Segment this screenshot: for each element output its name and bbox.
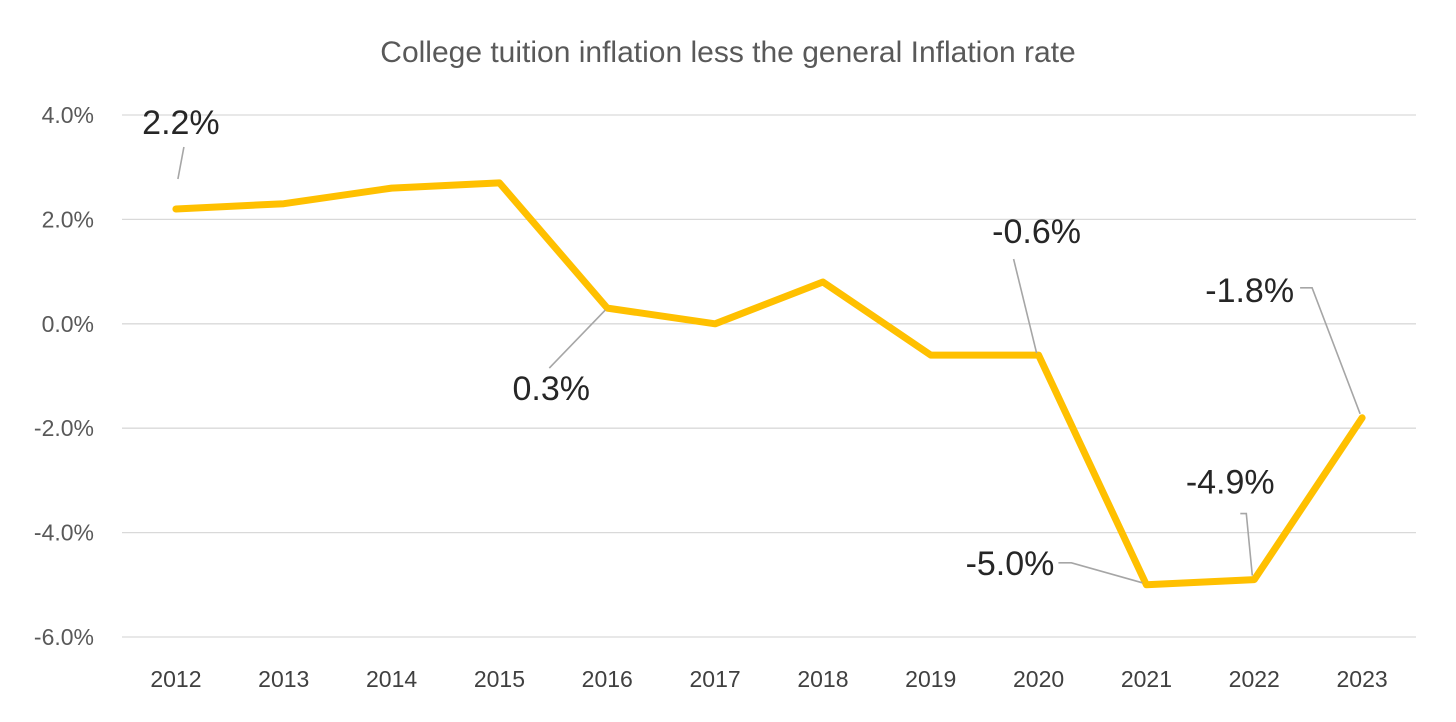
y-axis-ticks: 4.0% 2.0% 0.0% -2.0% -4.0% -6.0% — [34, 102, 94, 650]
y-tick-label: -4.0% — [34, 520, 94, 546]
data-labels: 2.2% 0.3% -0.6% -5.0% -4.9% -1.8% — [142, 104, 1361, 584]
data-label: -1.8% — [1205, 272, 1294, 310]
data-label: -4.9% — [1186, 464, 1275, 502]
x-tick-label: 2020 — [1013, 666, 1064, 692]
y-tick-label: 2.0% — [42, 206, 94, 232]
chart-title: College tuition inflation less the gener… — [380, 36, 1075, 69]
x-tick-label: 2015 — [474, 666, 525, 692]
y-tick-label: -6.0% — [34, 624, 94, 650]
x-tick-label: 2019 — [905, 666, 956, 692]
x-tick-label: 2014 — [366, 666, 417, 692]
x-tick-label: 2012 — [150, 666, 201, 692]
leader-line — [177, 146, 185, 180]
leader-line — [548, 309, 606, 369]
x-tick-label: 2023 — [1336, 666, 1387, 692]
series-line-path — [172, 179, 1366, 589]
leader-line — [1012, 258, 1038, 354]
y-tick-label: -2.0% — [34, 415, 94, 441]
leader-line — [1058, 562, 1143, 584]
x-tick-label: 2018 — [797, 666, 848, 692]
x-tick-label: 2021 — [1121, 666, 1172, 692]
x-tick-label: 2022 — [1229, 666, 1280, 692]
leader-line — [1240, 512, 1254, 576]
data-label: -0.6% — [992, 213, 1081, 251]
data-label: -5.0% — [966, 545, 1055, 583]
x-axis-ticks: 2012 2013 2014 2015 2016 2017 2018 2019 2020 2021… — [150, 666, 1387, 692]
x-tick-label: 2013 — [258, 666, 309, 692]
leader-line — [1300, 287, 1361, 415]
series-line — [172, 179, 1366, 589]
y-tick-label: 0.0% — [42, 311, 94, 337]
x-tick-label: 2017 — [689, 666, 740, 692]
data-label: 0.3% — [513, 370, 591, 408]
data-label: 2.2% — [142, 104, 220, 142]
gridlines — [122, 114, 1416, 638]
y-tick-label: 4.0% — [42, 102, 94, 128]
x-tick-label: 2016 — [582, 666, 633, 692]
